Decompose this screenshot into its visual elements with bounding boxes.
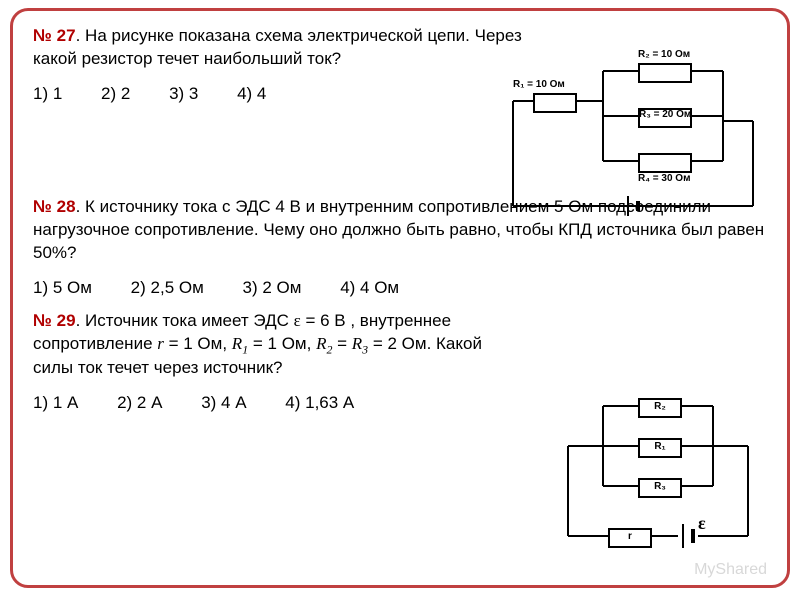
r4-box [638,153,692,173]
circuit-29: R₂ R₁ R₃ r ε [553,391,763,561]
circuit-27: R₁ = 10 Ом R₂ = 10 Ом R₃ = 20 Ом R₄ = 30… [493,61,773,221]
q29-options: 1) 1 А 2) 2 А 3) 4 А 4) 1,63 А [33,392,513,415]
q29-eps-label: ε [698,513,706,534]
q29-r2-box: R₂ [638,398,682,418]
q28-opt2: 2) 2,5 Ом [131,278,204,297]
q29-opt4: 4) 1,63 А [285,393,354,412]
watermark: MyShared [694,561,767,579]
problem-29: № 29. Источник тока имеет ЭДС ε = 6 В , … [33,310,513,415]
r2-label: R₂ = 10 Ом [638,49,690,60]
r1-box [533,93,577,113]
q29-number: № 29 [33,311,76,330]
q29-text-d: = 1 Ом, [248,334,316,353]
q28-opt1: 1) 5 Ом [33,278,92,297]
q29-text-a: . Источник тока имеет ЭДС [76,311,294,330]
q29-opt1: 1) 1 А [33,393,78,412]
q27-opt1: 1) 1 [33,84,62,103]
q29-r-label: r [628,531,632,542]
q27-text: . На рисунке показана схема электрическо… [33,26,522,68]
q29-text-c: = 1 Ом, [164,334,232,353]
q29-r-box: r [608,528,652,548]
q28-opt3: 3) 2 Ом [243,278,302,297]
q27-opt2: 2) 2 [101,84,130,103]
q29-text-e: = [332,334,351,353]
q27-opt3: 3) 3 [169,84,198,103]
q28-number: № 28 [33,197,76,216]
q28-options: 1) 5 Ом 2) 2,5 Ом 3) 2 Ом 4) 4 Ом [33,277,767,300]
q27-opt4: 4) 4 [237,84,266,103]
r3-label: R₃ = 20 Ом [639,109,691,120]
q29-r1-label: R₁ [654,441,665,452]
q29-r3-box: R₃ [638,478,682,498]
q29-opt3: 3) 4 А [201,393,246,412]
r2-box [638,63,692,83]
q27-options: 1) 1 2) 2 3) 3 4) 4 [33,83,553,106]
q29-r1-box: R₁ [638,438,682,458]
q27-number: № 27 [33,26,76,45]
problem-27: № 27. На рисунке показана схема электрич… [33,25,553,106]
q29-r2-label: R₂ [654,401,666,412]
q29-r3-label: R₃ [654,481,666,492]
r1-label: R₁ = 10 Ом [513,79,565,90]
slide-frame: № 27. На рисунке показана схема электрич… [10,8,790,588]
q28-opt4: 4) 4 Ом [340,278,399,297]
q29-opt2: 2) 2 А [117,393,162,412]
r4-label: R₄ = 30 Ом [638,173,690,184]
